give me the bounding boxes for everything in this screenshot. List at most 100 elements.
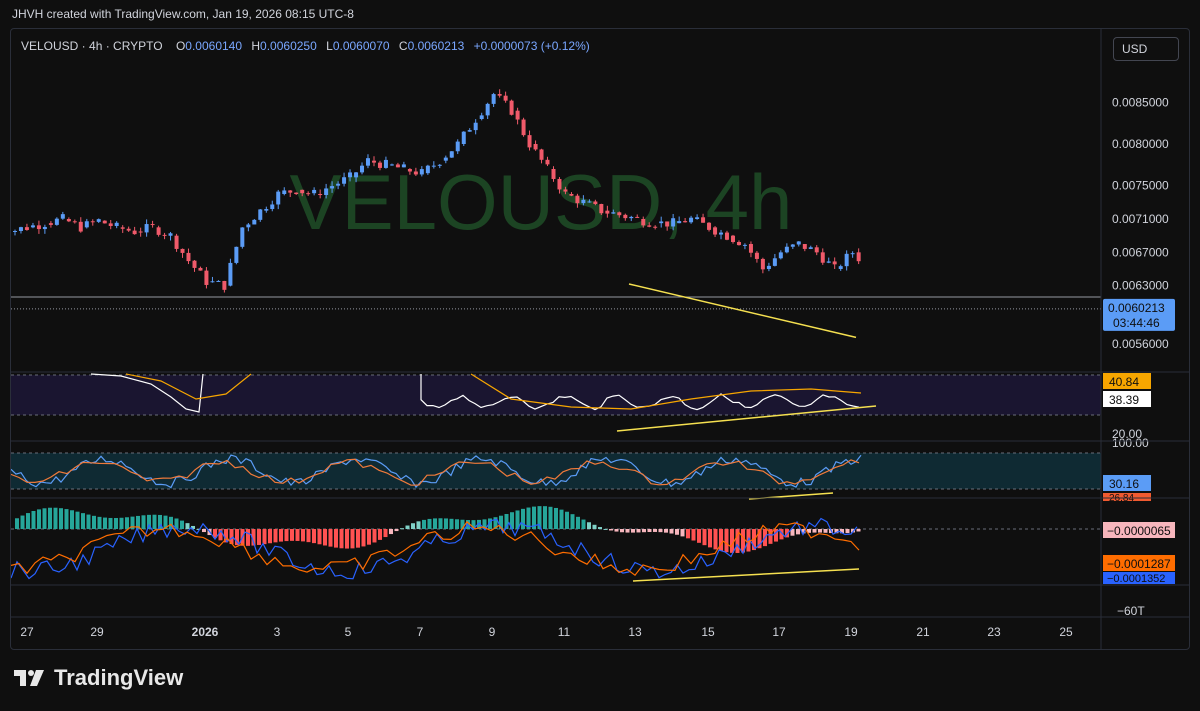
open-label: O: [175, 39, 186, 53]
macd-hist-bar: [686, 529, 690, 539]
macd-hist-bar: [15, 518, 19, 529]
macd-hist-bar: [625, 529, 630, 533]
candle-body: [264, 209, 269, 211]
macd-hist-bar: [532, 506, 536, 529]
macd-trend-line: [632, 568, 860, 582]
high-value: 0.0060250: [260, 39, 317, 53]
candle-body: [42, 226, 47, 230]
candle-body: [707, 222, 712, 230]
macd-hist-bar: [20, 515, 25, 529]
rsi-value: 38.39: [1109, 393, 1139, 407]
symbol-label[interactable]: VELOUSD · 4h · CRYPTO: [21, 39, 163, 53]
candle-body: [748, 244, 753, 253]
time-axis-tick: 2026: [192, 625, 219, 639]
macd-hist-bar: [290, 529, 294, 541]
candle-body: [210, 281, 215, 283]
macd-hist-bar: [141, 515, 146, 529]
macd-hist-bar: [790, 529, 795, 536]
candle-body: [306, 193, 311, 195]
candle-body: [724, 232, 729, 240]
candle-body: [527, 135, 532, 148]
candle-body: [431, 165, 436, 167]
macd-signal-line: [11, 520, 860, 577]
macd-hist-bar: [526, 507, 531, 529]
candle-body: [336, 183, 341, 186]
macd-hist-bar: [818, 529, 822, 533]
macd-hist-bar: [169, 516, 173, 529]
macd-hist-bar: [691, 529, 696, 541]
macd-hist-bar: [389, 529, 393, 535]
time-axis-tick: 13: [628, 625, 642, 639]
macd-hist-bar: [664, 529, 668, 533]
macd-hist-bar: [26, 513, 30, 529]
currency-button[interactable]: USD: [1113, 37, 1179, 61]
candle-body: [377, 162, 382, 168]
candle-body: [258, 209, 263, 220]
candle-body: [808, 247, 813, 249]
macd-hist-bar: [548, 506, 553, 529]
macd-hist-bar: [697, 529, 701, 543]
candle-body: [677, 221, 682, 224]
macd-hist-bar: [246, 529, 250, 546]
macd-hist-bar: [328, 529, 333, 547]
candle-body: [96, 219, 101, 222]
candle-body: [294, 192, 299, 195]
time-axis-tick: 29: [90, 625, 104, 639]
macd-hist-bar: [81, 513, 85, 529]
candle-body: [276, 191, 281, 205]
macd-hist-bar: [713, 529, 718, 550]
candle-body: [461, 131, 466, 144]
candle-body: [425, 165, 430, 174]
rsi-ma-badge: [1103, 373, 1151, 389]
candle-body: [587, 201, 592, 203]
candle-body: [719, 232, 724, 235]
candle-body: [754, 252, 759, 259]
macd-hist-bar: [570, 514, 575, 529]
candle-body: [551, 169, 556, 179]
chart-panel[interactable]: VELOUSD, 4h 0.0085000 0.0080000 0.0075000 0.…: [10, 28, 1190, 650]
macd-hist-bar: [537, 506, 542, 529]
candle-body: [736, 242, 741, 246]
rsi-trend-line: [616, 405, 877, 432]
candle-body: [204, 270, 209, 285]
macd-hist-bar: [757, 529, 762, 549]
stoch-d-line: [11, 458, 860, 486]
time-axis-tick: 11: [558, 625, 571, 639]
macd-hist-bar: [779, 529, 784, 540]
price-axis-tick: 0.0075000: [1112, 179, 1169, 193]
candle-body: [647, 225, 652, 227]
macd-hist-bar: [136, 515, 140, 529]
candle-body: [108, 223, 113, 226]
candle-body: [342, 177, 347, 184]
candle-body: [132, 230, 137, 235]
candle-body: [689, 217, 694, 223]
price-axis-tick: 0.0085000: [1112, 95, 1169, 109]
candle-body: [60, 214, 65, 219]
macd-hist-bar: [741, 529, 745, 553]
macd-signal-value: −0.0001287: [1107, 557, 1171, 571]
macd-hist-bar: [669, 529, 674, 534]
candle-body: [30, 225, 35, 228]
candle-body: [24, 227, 29, 230]
chart-svg[interactable]: VELOUSD, 4h0.00850000.00800000.00750000.…: [11, 29, 1189, 649]
candle-body: [563, 189, 568, 192]
price-axis-tick: 0.0071000: [1112, 212, 1169, 226]
macd-hist-bar: [598, 527, 602, 529]
candle-body: [252, 219, 257, 225]
macd-hist-bar: [455, 519, 459, 529]
candle-body: [766, 265, 771, 269]
macd-hist-bar: [493, 517, 498, 529]
macd-hist-bar: [356, 529, 360, 548]
stoch-d-badge: [1103, 493, 1151, 501]
candle-body: [557, 178, 562, 190]
candle-body: [790, 244, 795, 247]
macd-hist-bar: [361, 529, 366, 547]
macd-hist-bar: [554, 507, 558, 529]
candle-body: [36, 225, 41, 230]
macd-hist-bar: [70, 510, 74, 529]
macd-hist-bar: [202, 529, 206, 533]
candle-body: [796, 241, 801, 245]
candle-body: [832, 261, 837, 265]
candle-body: [509, 100, 514, 115]
macd-hist-bar: [257, 529, 261, 545]
